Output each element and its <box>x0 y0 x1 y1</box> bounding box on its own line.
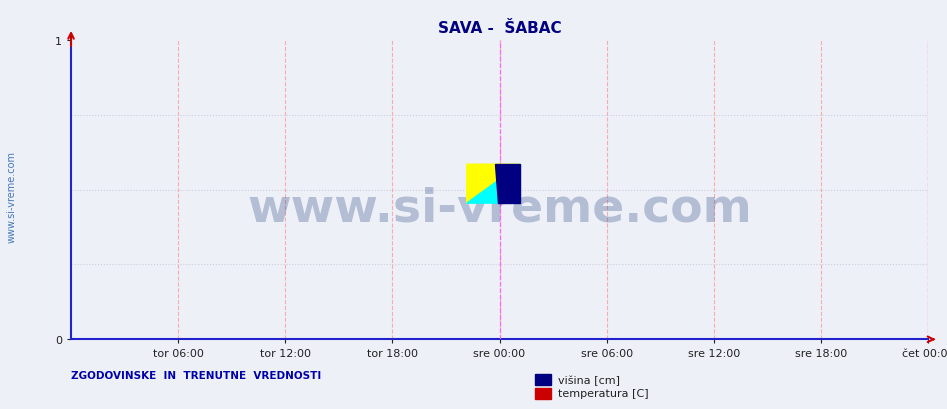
Polygon shape <box>467 165 520 204</box>
Polygon shape <box>495 165 520 204</box>
Polygon shape <box>467 165 520 204</box>
Text: višina [cm]: višina [cm] <box>558 374 619 385</box>
Text: temperatura [C]: temperatura [C] <box>558 389 649 398</box>
Title: SAVA -  ŠABAC: SAVA - ŠABAC <box>438 20 562 36</box>
Text: www.si-vreme.com: www.si-vreme.com <box>247 186 752 231</box>
Text: www.si-vreme.com: www.si-vreme.com <box>7 151 16 242</box>
Text: ZGODOVINSKE  IN  TRENUTNE  VREDNOSTI: ZGODOVINSKE IN TRENUTNE VREDNOSTI <box>71 370 321 380</box>
